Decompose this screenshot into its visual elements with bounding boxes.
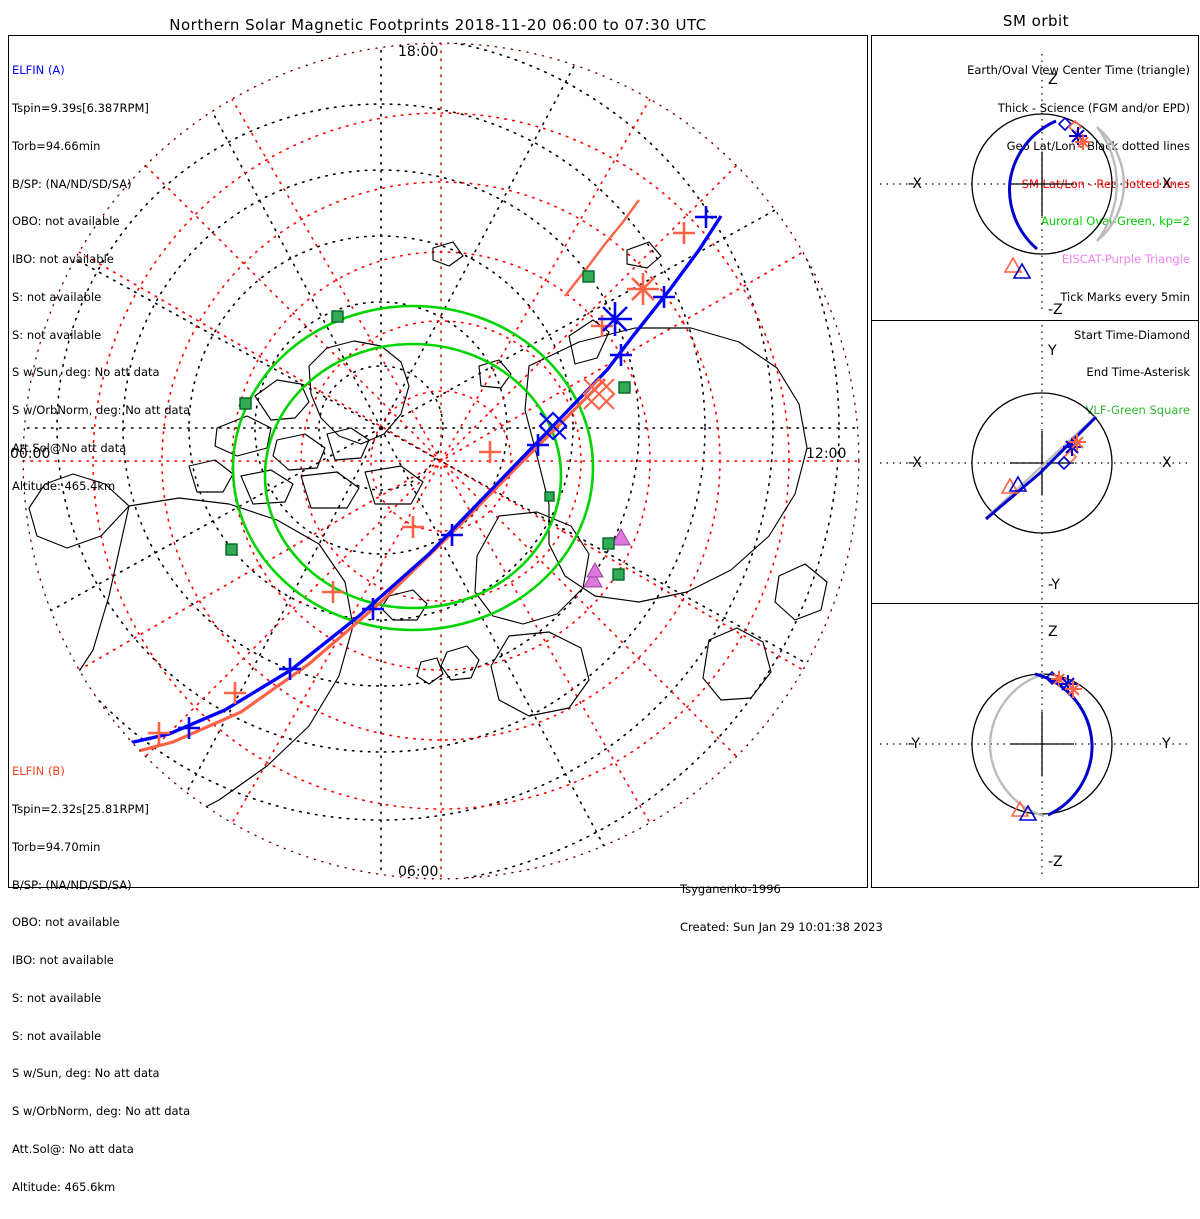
orbit-panel-xy: -X X Y -Y [872, 319, 1198, 604]
earth-circle-xz [971, 113, 1113, 255]
elfin-b-line: Torb=94.70min [12, 839, 101, 854]
elfin-b-line: OBO: not available [12, 915, 120, 930]
orbit-panel-title: SM orbit [1002, 12, 1070, 30]
credits-block: Tsyganenko-1996 Created: Sun Jan 29 10:0… [680, 858, 883, 959]
elfin-b-line: S: not available [12, 990, 102, 1005]
elfin-a-line: Altitude: 465.4km [12, 478, 116, 493]
eiscat-purple-triangles [583, 527, 631, 588]
elfin-b-line: S w/OrbNorm, deg: No att data [12, 1104, 191, 1119]
figure-root: Northern Solar Magnetic Footprints 2018-… [8, 12, 1199, 1193]
xy-axis-top-label: Y [1047, 343, 1057, 359]
elfin-b-line: IBO: not available [12, 953, 114, 968]
elfin-a-line: Att.Sol@No att data [12, 441, 127, 455]
polar-map-svg [22, 42, 860, 880]
end-asterisk-xz-b [1075, 134, 1091, 150]
orbit-grey-xy [986, 414, 1097, 518]
xy-axis-right-label: X [1162, 455, 1172, 471]
elfin-a-line: S w/OrbNorm, deg: No att data [12, 403, 191, 418]
view-center-triangle-xy [1008, 475, 1028, 492]
elfin-b-line: Tspin=2.32s[25.81RPM] [12, 801, 149, 816]
elfin-b-info-block: ELFIN (B) Tspin=2.32s[25.81RPM] Torb=94.… [12, 740, 190, 1219]
orbit-blue-yz [1034, 672, 1094, 817]
yz-axis-right-label: Y [1161, 736, 1171, 752]
start-diamond-xz [1057, 116, 1073, 132]
xz-axis-left-label: -X [908, 176, 922, 192]
elfin-a-info-block: ELFIN (A) Tspin=9.39s[6.387RPM] Torb=94.… [12, 39, 190, 518]
xy-axis-bottom-label: -Y [1048, 577, 1060, 593]
yz-axis-left-label: -Y [908, 736, 920, 752]
orbit-grey-yz [988, 673, 1045, 818]
coastlines [28, 241, 828, 841]
elfin-a-track [104, 215, 723, 746]
yz-axis-bottom-label: -Z [1048, 854, 1063, 870]
mlt-label-06: 06:00 [398, 864, 439, 880]
vlf-green-squares [225, 270, 631, 581]
elfin-a-header: ELFIN (A) [12, 63, 65, 78]
start-diamond-xy [1056, 455, 1072, 470]
sm-orbit-panel-group: -X X Z -Z [871, 35, 1199, 888]
legend-item: Earth/Oval View Center Time (triangle) [967, 63, 1190, 78]
legend-item: Start Time-Diamond [1074, 327, 1190, 342]
elfin-a-line: OBO: not available [12, 214, 120, 229]
mlt-label-00: 00:00 [10, 446, 51, 462]
mlt-label-18: 18:00 [398, 44, 439, 60]
legend-item: End Time-Asterisk [1086, 365, 1190, 380]
xz-axis-top-label: Z [1048, 72, 1058, 88]
orbit-blue-xz [1008, 119, 1057, 251]
elfin-a-line: S: not available [12, 289, 102, 304]
earth-circle-xy [971, 391, 1113, 534]
elfin-a-line: Tspin=9.39s[6.387RPM] [12, 100, 149, 115]
model-name: Tsyganenko-1996 [680, 882, 781, 897]
end-asterisk-xy-b [1069, 433, 1086, 451]
legend-item: EISCAT-Purple Triangle [1061, 252, 1190, 267]
end-asterisk-yz-b2 [1065, 681, 1082, 699]
auroral-oval [231, 304, 595, 632]
elfin-a-line: S: not available [12, 327, 102, 342]
xz-axis-bottom-label: -Z [1048, 302, 1063, 318]
xz-axis-right-label: X [1162, 176, 1172, 192]
view-center-triangle-xz [1012, 262, 1032, 279]
elfin-a-line: IBO: not available [12, 252, 114, 267]
start-time-diamond-elfin-b [582, 377, 616, 411]
yz-axis-top-label: Z [1048, 624, 1058, 640]
elfin-a-line: B/SP: (NA/ND/SD/SA) [12, 176, 132, 191]
xy-axis-left-label: -X [908, 455, 922, 471]
orbit-panel-xz: -X X Z -Z [872, 36, 1198, 320]
view-center-triangle-yz-b [1010, 800, 1030, 818]
elfin-a-tick-marks [105, 206, 717, 754]
end-time-asterisk-elfin-a [598, 302, 632, 336]
elfin-b-header: ELFIN (B) [12, 764, 65, 779]
elfin-b-line: B/SP: (NA/ND/SD/SA) [12, 877, 132, 892]
map-title: Northern Solar Magnetic Footprints 2018-… [169, 16, 707, 34]
map-outer-boundary [22, 42, 860, 880]
start-time-diamond-elfin-a [538, 411, 568, 441]
mlt-label-12: 12:00 [806, 446, 847, 462]
view-center-triangle-xy-b [1000, 477, 1020, 494]
legend-item: Thick - Science (FGM and/or EPD) [997, 100, 1190, 115]
polar-map-panel [8, 35, 868, 888]
end-time-asterisk-elfin-b [627, 273, 659, 305]
view-center-triangle-yz [1018, 804, 1038, 822]
orbit-grey-xz [1096, 126, 1125, 242]
elfin-b-line: Att.Sol@: No att data [12, 1142, 134, 1156]
elfin-b-line: S w/Sun, deg: No att data [12, 1066, 160, 1081]
elfin-a-line: Torb=94.66min [12, 138, 101, 153]
view-center-triangle-xz-b [1003, 256, 1023, 273]
orbit-panel-yz: -Y Y Z -Z [872, 603, 1198, 887]
legend-item: Tick Marks every 5min [1060, 289, 1190, 304]
elfin-b-line: Altitude: 465.6km [12, 1179, 116, 1194]
elfin-b-line: S: not available [12, 1028, 102, 1043]
elfin-a-line: S w/Sun, deg: No att data [12, 365, 160, 380]
created-timestamp: Created: Sun Jan 29 10:01:38 2023 [680, 919, 883, 934]
legend-item: VLF-Green Square [1085, 403, 1190, 418]
